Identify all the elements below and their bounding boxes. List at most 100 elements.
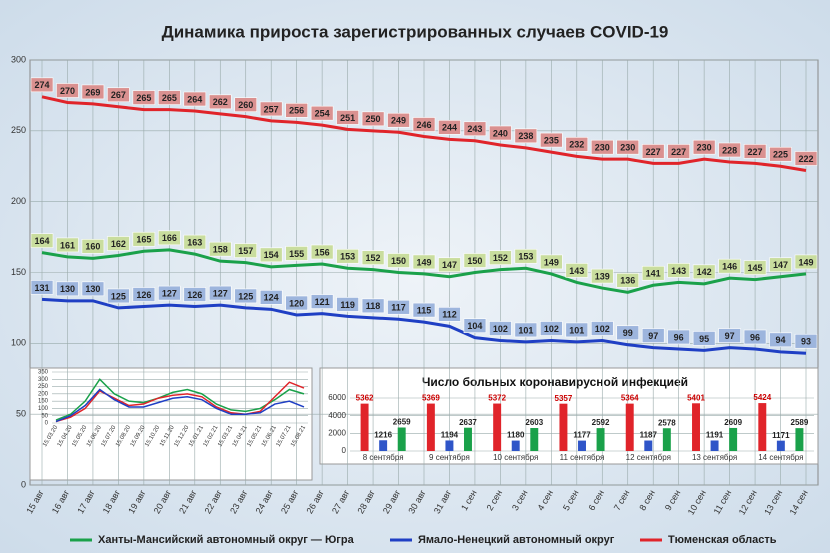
data-label: 124 [264, 293, 279, 303]
data-label-box [361, 111, 385, 127]
data-label-box [565, 322, 589, 338]
data-label: 230 [620, 143, 635, 153]
data-label-box [285, 246, 308, 261]
data-label-box [30, 280, 54, 295]
data-label: 1191 [706, 431, 724, 440]
data-label: 244 [442, 123, 457, 133]
data-label-box [30, 77, 54, 93]
data-label-box [667, 144, 690, 159]
data-label: 152 [493, 253, 508, 263]
data-label-box [132, 231, 156, 247]
data-label: 2659 [393, 418, 411, 427]
data-label-box [208, 285, 232, 301]
data-label-box [234, 243, 258, 258]
data-label-box [361, 298, 385, 314]
data-label: 1180 [507, 431, 525, 440]
data-label: 146 [722, 262, 737, 272]
x-tick-label: 12 сентября [626, 453, 671, 462]
data-label-box [81, 84, 105, 100]
data-label: 260 [238, 100, 253, 110]
y-tick-label: 0 [342, 446, 347, 455]
data-label: 121 [315, 297, 330, 307]
data-label: 274 [34, 80, 49, 90]
data-label-box [412, 117, 436, 132]
data-label-box [259, 290, 283, 305]
data-label: 93 [801, 337, 811, 347]
data-label: 160 [85, 242, 100, 252]
data-label-box [310, 105, 334, 121]
data-label-box [336, 297, 359, 312]
inset-history [29, 367, 313, 481]
data-label-box [590, 139, 614, 155]
bar [758, 403, 767, 451]
x-tick-label: 10 сентября [493, 453, 538, 462]
data-label: 222 [798, 154, 813, 164]
bar [596, 428, 605, 451]
x-tick-label: 13 сентября [692, 453, 737, 462]
chart-title: Динамика прироста зарегистрированных слу… [162, 22, 669, 41]
data-label-box [616, 273, 640, 288]
y-tick-label: 0 [45, 421, 49, 427]
data-label: 256 [289, 106, 304, 116]
data-label-box [692, 139, 716, 155]
data-label: 119 [340, 300, 355, 310]
bar [360, 403, 369, 451]
data-label-box [387, 253, 410, 268]
data-label: 112 [442, 310, 457, 320]
data-label-box [489, 125, 512, 141]
data-label-box [718, 142, 741, 158]
series-line [55, 381, 305, 423]
data-label: 238 [518, 131, 533, 141]
data-label: 102 [595, 324, 610, 334]
data-label-box [107, 87, 130, 103]
y-tick-label: 100 [11, 338, 26, 348]
data-label: 95 [699, 334, 709, 344]
bar [578, 440, 586, 451]
data-label: 115 [417, 305, 432, 315]
x-tick-label: 11 сентября [560, 453, 605, 462]
data-label: 267 [111, 90, 126, 100]
data-label: 117 [391, 303, 406, 313]
bar [530, 428, 539, 451]
data-label: 1194 [441, 431, 459, 440]
data-label-box [361, 250, 385, 265]
y-tick-label: 150 [11, 267, 26, 277]
data-label: 139 [595, 271, 610, 281]
data-label: 5372 [488, 394, 506, 403]
y-tick-label: 350 [38, 370, 49, 376]
data-label-box [514, 248, 538, 264]
data-label: 2603 [525, 418, 543, 427]
data-label: 94 [776, 335, 786, 345]
data-label-box [158, 90, 181, 105]
data-label-box [259, 247, 283, 263]
y-tick-label: 50 [16, 409, 26, 419]
data-label: 2578 [658, 418, 676, 427]
data-label: 5357 [555, 394, 573, 403]
data-label: 257 [264, 104, 279, 114]
data-label-box [769, 257, 792, 273]
data-label: 96 [674, 332, 684, 342]
data-label-box [489, 321, 512, 336]
data-label-box [514, 322, 538, 338]
data-label-box [310, 244, 334, 260]
data-label: 126 [136, 290, 151, 300]
data-label: 149 [544, 257, 559, 267]
inset-title: Число больных коронавирусной инфекцией [422, 375, 688, 389]
data-label: 97 [648, 331, 658, 341]
data-label: 150 [391, 256, 406, 266]
data-label-box [514, 128, 538, 144]
data-label: 230 [595, 143, 610, 153]
data-label: 153 [340, 252, 355, 262]
data-label-box [463, 318, 487, 333]
data-label: 96 [750, 332, 760, 342]
x-tick-label: 8 сентября [363, 453, 404, 462]
data-label-box [132, 90, 156, 105]
data-label: 1177 [573, 431, 591, 440]
data-label-box [794, 333, 818, 349]
data-label: 102 [544, 324, 559, 334]
data-label: 265 [136, 93, 151, 103]
data-label: 228 [722, 145, 737, 155]
bar [493, 403, 502, 451]
data-label-box [183, 91, 207, 107]
